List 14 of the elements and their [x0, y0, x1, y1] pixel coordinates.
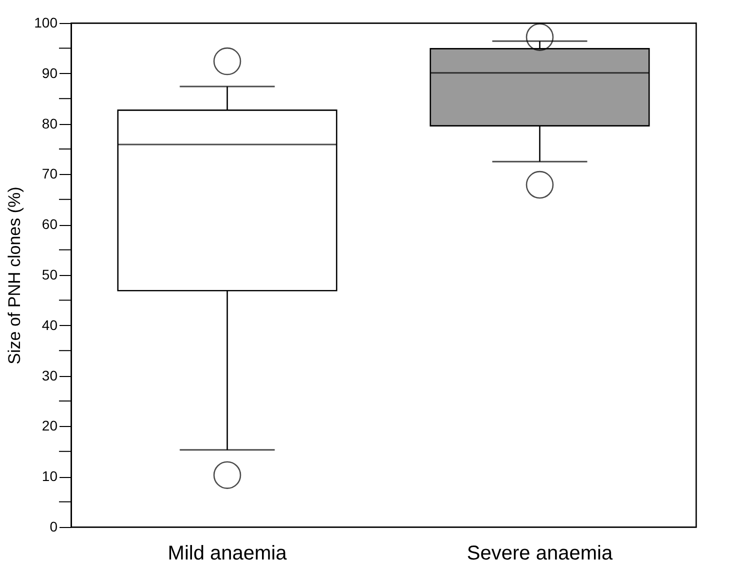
x-tick-label: Mild anaemia [168, 542, 288, 564]
y-tick-label: 50 [42, 266, 58, 282]
x-tick-label: Severe anaemia [466, 542, 614, 564]
y-tick-label: 10 [42, 468, 58, 484]
y-tick-label: 90 [42, 64, 58, 81]
y-tick-label: 100 [34, 14, 58, 30]
y-tick-label: 70 [42, 166, 58, 182]
y-tick-label: 20 [42, 418, 58, 434]
y-axis-title: Size of PNH clones (%) [5, 186, 24, 364]
y-tick-label: 0 [50, 518, 58, 534]
y-tick-label: 80 [42, 115, 58, 132]
y-tick-label: 30 [42, 367, 58, 384]
y-tick-label: 40 [42, 316, 58, 333]
y-tick-label: 60 [42, 216, 58, 232]
